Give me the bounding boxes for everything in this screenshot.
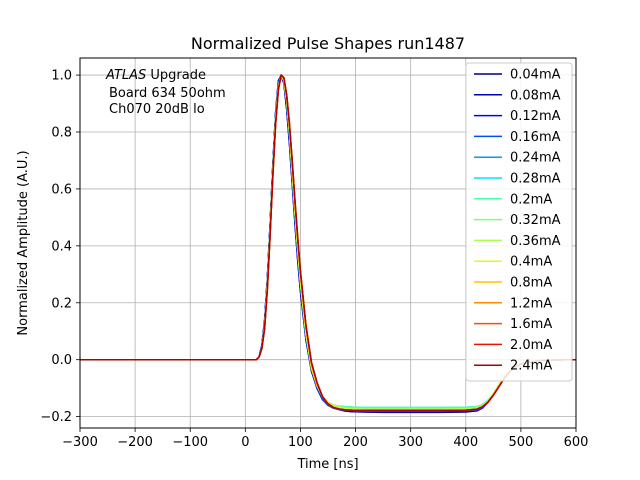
atlas-annotation: ATLAS Upgrade Board 634 50ohm Ch070 20dB… xyxy=(105,68,226,117)
annotation-line-3: Ch070 20dB lo xyxy=(109,102,205,117)
annotation-upgrade: Upgrade xyxy=(146,68,206,83)
legend-box xyxy=(465,62,573,382)
y-tick-label: 0.2 xyxy=(51,296,72,311)
annotation-atlas: ATLAS xyxy=(105,68,146,83)
x-tick-label: 600 xyxy=(564,435,589,450)
x-axis-label: Time [ns] xyxy=(296,457,358,472)
legend-entry: 0.04mA xyxy=(510,68,561,83)
x-tick-label: −100 xyxy=(172,435,208,450)
annotation-line-1: ATLAS Upgrade xyxy=(105,68,206,83)
legend-entry: 0.32mA xyxy=(510,213,561,228)
y-tick-label: 0.6 xyxy=(51,182,72,197)
legend-entry: 1.6mA xyxy=(510,317,552,332)
annotation-line-2: Board 634 50ohm xyxy=(109,86,226,101)
chart-title: Normalized Pulse Shapes run1487 xyxy=(191,34,465,53)
legend: 0.04mA 0.08mA 0.12mA 0.16mA 0.24mA 0.28mA 0.2m… xyxy=(465,62,573,382)
legend-entry: 0.4mA xyxy=(510,255,552,270)
legend-entry: 0.08mA xyxy=(510,88,561,103)
legend-entry: 2.0mA xyxy=(510,338,552,353)
x-tick-label: 400 xyxy=(453,435,478,450)
legend-entry: 0.36mA xyxy=(510,234,561,249)
legend-entry: 2.4mA xyxy=(510,359,552,374)
x-tick-label: 0 xyxy=(241,435,249,450)
y-tick-label: 1.0 xyxy=(51,69,72,84)
y-tick-label: 0.8 xyxy=(51,126,72,141)
legend-entry: 0.16mA xyxy=(510,130,561,145)
legend-entry: 0.12mA xyxy=(510,109,561,124)
legend-entry: 0.24mA xyxy=(510,151,561,166)
y-axis-label: Normalized Amplitude (A.U.) xyxy=(16,150,31,335)
y-tick-label: −0.2 xyxy=(40,410,72,425)
y-tick-label: 0.4 xyxy=(51,239,72,254)
legend-entry: 0.8mA xyxy=(510,276,552,291)
axis-ticks: −300 −200 −100 0 100 200 300 400 500 600 −0.2 0.0 0.… xyxy=(40,69,588,450)
y-tick-label: 0.0 xyxy=(51,353,72,368)
legend-entry: 0.28mA xyxy=(510,172,561,187)
legend-entry: 0.2mA xyxy=(510,192,552,207)
x-tick-label: −300 xyxy=(62,435,98,450)
legend-entry: 1.2mA xyxy=(510,296,552,311)
plot-frame xyxy=(79,57,577,429)
x-tick-label: 200 xyxy=(343,435,368,450)
x-tick-label: 300 xyxy=(398,435,423,450)
x-tick-label: 100 xyxy=(288,435,313,450)
x-tick-label: 500 xyxy=(508,435,533,450)
x-tick-label: −200 xyxy=(117,435,153,450)
